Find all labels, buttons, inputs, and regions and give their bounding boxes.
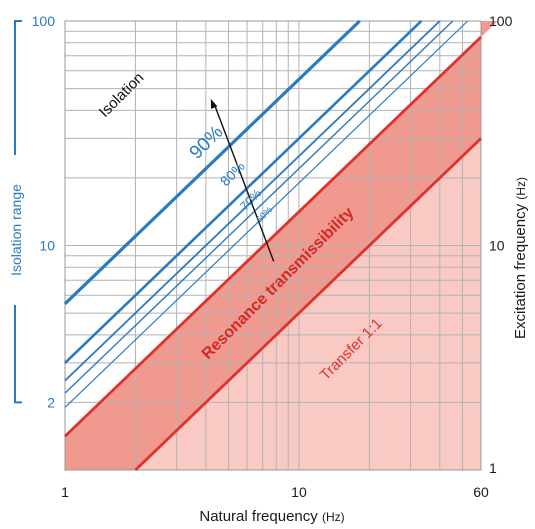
right-axis-title: Excitation frequency (Hz) <box>512 177 529 339</box>
x-tick-label: 10 <box>291 484 307 500</box>
y-right-tick-label: 100 <box>489 13 513 29</box>
x-axis-title: Natural frequency (Hz) <box>199 508 344 525</box>
series-line-60 <box>64 20 454 394</box>
series-label-90: 90% <box>186 122 228 164</box>
y-left-tick-label: 2 <box>47 394 55 410</box>
isolation-arrow-head <box>210 98 218 109</box>
isolation-range-label: Isolation range <box>8 184 24 276</box>
isolation-range-bracket <box>14 20 22 404</box>
series-line-80 <box>64 20 423 364</box>
x-tick-label: 1 <box>61 484 69 500</box>
isolation-arrow <box>213 102 275 262</box>
series-line-extra <box>64 20 469 408</box>
bracket-bottom <box>14 305 22 404</box>
series-line-70 <box>64 20 441 382</box>
resonance-line <box>64 36 482 438</box>
chart-series-lines <box>63 19 482 472</box>
x-tick-label: 60 <box>473 484 489 500</box>
series-label-80: 80% <box>217 158 248 189</box>
bracket-top <box>14 20 22 155</box>
y-left-tick-label: 100 <box>32 13 56 29</box>
y-left-tick-label: 10 <box>39 238 55 254</box>
isolation-arrow-label: Isolation <box>96 69 148 121</box>
series-label-60: 60% <box>254 205 274 225</box>
series-line-90 <box>63 19 361 305</box>
y-right-tick-label: 10 <box>489 238 505 254</box>
series-label-70: 70% <box>237 186 264 213</box>
transfer-line <box>134 137 482 472</box>
y-right-tick-label: 1 <box>489 460 497 476</box>
plot-frame <box>64 20 482 471</box>
